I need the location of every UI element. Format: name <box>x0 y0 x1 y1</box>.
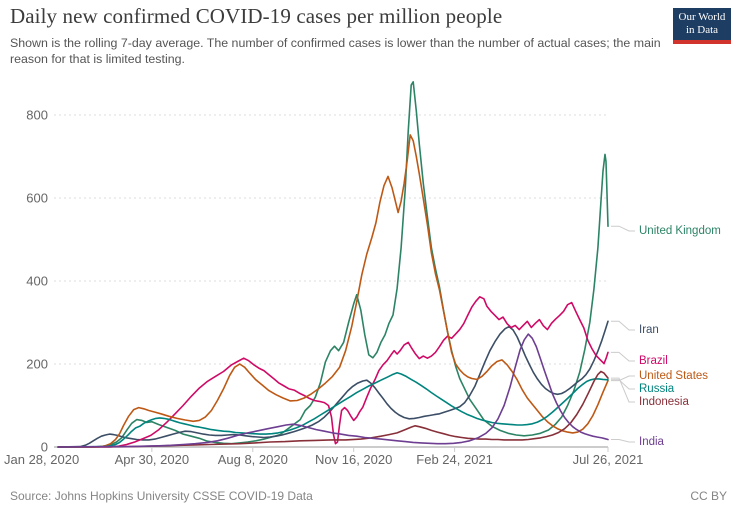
label-connector-indonesia <box>611 377 635 403</box>
label-connector-united-kingdom <box>611 225 635 232</box>
series-label-russia[interactable]: Russia <box>639 383 675 395</box>
series-line-russia[interactable] <box>57 371 609 448</box>
logo-line-1: Our World <box>678 11 726 24</box>
label-connector-russia <box>611 379 635 390</box>
series-line-brazil[interactable] <box>57 295 609 448</box>
series-line-united-kingdom[interactable] <box>57 81 609 448</box>
chart-title: Daily new confirmed COVID-19 cases per m… <box>10 4 503 28</box>
chart-footer: Source: Johns Hopkins University CSSE CO… <box>10 489 727 503</box>
x-tick-label-jan-28,-2020: Jan 28, 2020 <box>4 452 79 467</box>
y-tick-label-200: 200 <box>26 357 48 372</box>
x-tick-label-jul-26,-2021: Jul 26, 2021 <box>573 452 644 467</box>
y-tick-label-400: 400 <box>26 274 48 289</box>
label-connector-united-states <box>611 375 635 382</box>
series-label-india[interactable]: India <box>639 436 665 448</box>
series-label-united-states[interactable]: United States <box>639 370 708 382</box>
logo-line-2: in Data <box>685 24 719 36</box>
series-line-indonesia[interactable] <box>57 370 609 448</box>
series-label-iran[interactable]: Iran <box>639 324 659 336</box>
series-label-brazil[interactable]: Brazil <box>639 355 668 367</box>
license-badge[interactable]: CC BY <box>690 489 727 503</box>
label-connector-brazil <box>611 351 635 362</box>
chart-subtitle: Shown is the rolling 7-day average. The … <box>10 36 661 66</box>
y-tick-label-800: 800 <box>26 108 48 123</box>
x-tick-label-feb-24,-2021: Feb 24, 2021 <box>416 452 493 467</box>
x-tick-label-nov-16,-2020: Nov 16, 2020 <box>315 452 392 467</box>
label-connector-india <box>611 439 635 443</box>
series-line-iran[interactable] <box>57 320 609 448</box>
series-line-united-states[interactable] <box>57 134 609 448</box>
source-note: Source: Johns Hopkins University CSSE CO… <box>10 489 313 503</box>
y-tick-label-0: 0 <box>41 440 48 455</box>
series-label-united-kingdom[interactable]: United Kingdom <box>639 225 721 237</box>
series-line-india[interactable] <box>57 333 609 448</box>
y-tick-label-600: 600 <box>26 191 48 206</box>
owid-logo[interactable]: Our World in Data <box>673 8 731 44</box>
label-connector-iran <box>611 320 635 331</box>
x-tick-label-aug-8,-2020: Aug 8, 2020 <box>218 452 288 467</box>
series-label-indonesia[interactable]: Indonesia <box>639 396 689 408</box>
x-tick-label-apr-30,-2020: Apr 30, 2020 <box>115 452 189 467</box>
